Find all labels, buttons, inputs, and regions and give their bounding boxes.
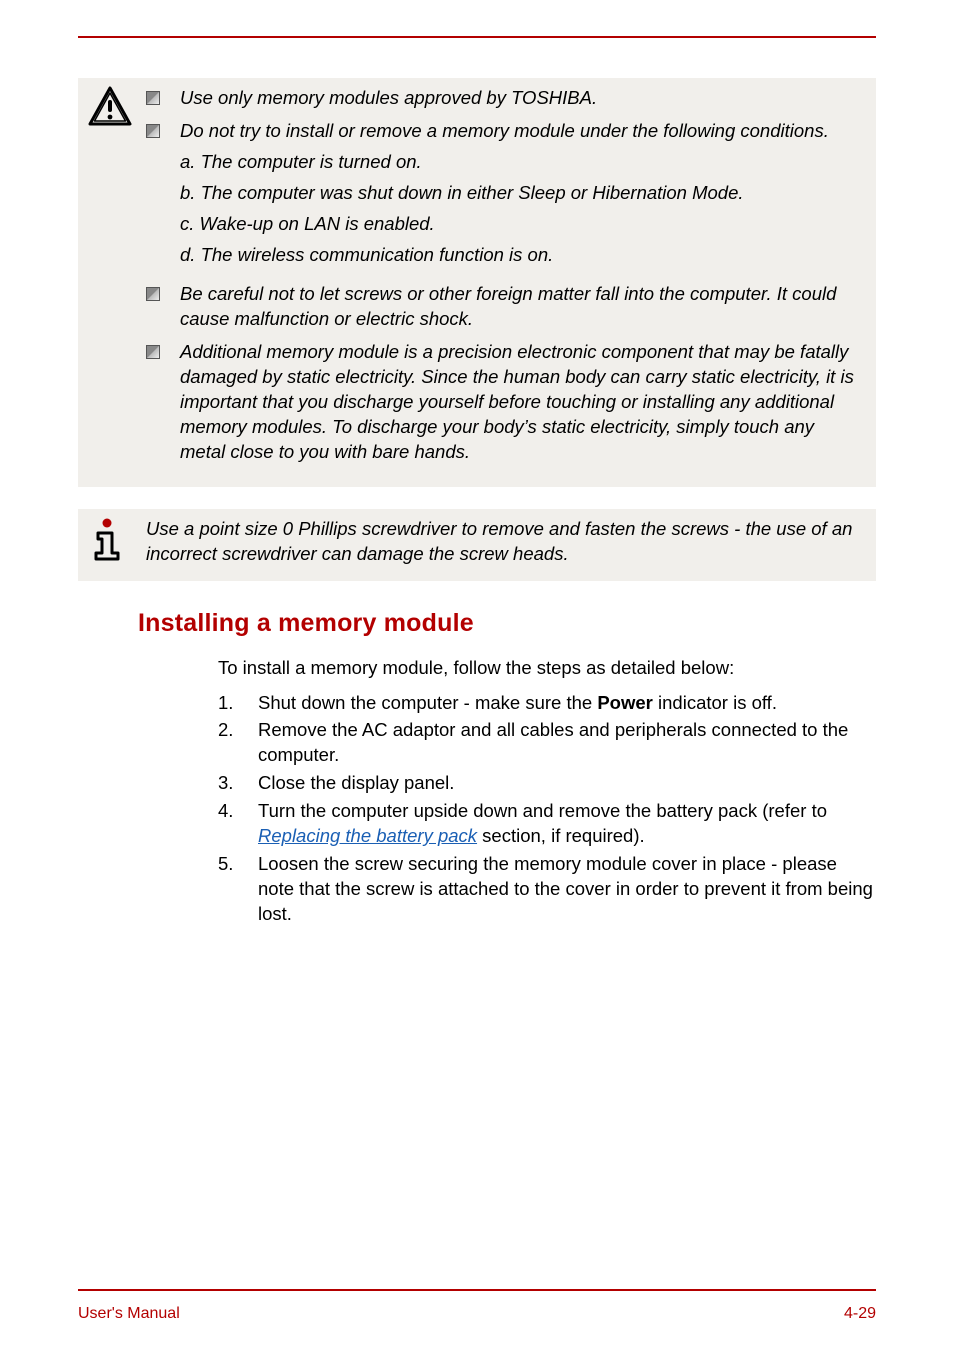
list-item: 5. Loosen the screw securing the memory … bbox=[218, 852, 876, 927]
bullet-square-icon bbox=[146, 287, 160, 301]
info-callout: Use a point size 0 Phillips screwdriver … bbox=[78, 509, 876, 581]
warning-bullet: Use only memory modules approved by TOSH… bbox=[146, 86, 860, 111]
page: Use only memory modules approved by TOSH… bbox=[0, 0, 954, 1345]
bullet-text-main: Do not try to install or remove a memory… bbox=[180, 120, 829, 141]
warning-bullet: Additional memory module is a precision … bbox=[146, 340, 860, 465]
step-text: Turn the computer upside down and remove… bbox=[258, 799, 876, 849]
warning-callout: Use only memory modules approved by TOSH… bbox=[78, 78, 876, 487]
warning-bullet: Do not try to install or remove a memory… bbox=[146, 119, 860, 274]
bullet-square-icon bbox=[146, 345, 160, 359]
step-bold: Power bbox=[597, 692, 653, 713]
section-heading: Installing a memory module bbox=[138, 609, 876, 638]
list-item: 1. Shut down the computer - make sure th… bbox=[218, 691, 876, 716]
footer-left: User's Manual bbox=[78, 1305, 180, 1323]
bullet-text: Do not try to install or remove a memory… bbox=[180, 119, 860, 274]
step-post: section, if required). bbox=[477, 825, 645, 846]
step-text: Loosen the screw securing the memory mod… bbox=[258, 852, 876, 927]
warning-content: Use only memory modules approved by TOSH… bbox=[146, 86, 866, 473]
bullet-text: Be careful not to let screws or other fo… bbox=[180, 282, 860, 332]
warning-bullet: Be careful not to let screws or other fo… bbox=[146, 282, 860, 332]
list-item: 4. Turn the computer upside down and rem… bbox=[218, 799, 876, 849]
step-post: indicator is off. bbox=[653, 692, 777, 713]
section-body: To install a memory module, follow the s… bbox=[218, 656, 876, 928]
step-number: 3. bbox=[218, 771, 258, 796]
bullet-square-icon bbox=[146, 124, 160, 138]
step-pre: Turn the computer upside down and remove… bbox=[258, 800, 827, 821]
step-text: Close the display panel. bbox=[258, 771, 876, 796]
warning-subitem: a. The computer is turned on. bbox=[180, 150, 860, 175]
warning-subitem: b. The computer was shut down in either … bbox=[180, 181, 860, 206]
warning-subitem: c. Wake-up on LAN is enabled. bbox=[180, 212, 860, 237]
list-item: 2. Remove the AC adaptor and all cables … bbox=[218, 718, 876, 768]
steps-list: 1. Shut down the computer - make sure th… bbox=[218, 691, 876, 928]
step-text: Remove the AC adaptor and all cables and… bbox=[258, 718, 876, 768]
bottom-rule bbox=[78, 1289, 876, 1291]
step-number: 4. bbox=[218, 799, 258, 849]
warning-subitem: d. The wireless communication function i… bbox=[180, 243, 860, 268]
section-intro: To install a memory module, follow the s… bbox=[218, 656, 876, 681]
top-rule bbox=[78, 36, 876, 38]
page-footer: User's Manual 4-29 bbox=[78, 1305, 876, 1323]
bullet-square-icon bbox=[146, 91, 160, 105]
step-number: 1. bbox=[218, 691, 258, 716]
step-text: Shut down the computer - make sure the P… bbox=[258, 691, 876, 716]
step-pre: Shut down the computer - make sure the bbox=[258, 692, 597, 713]
bullet-text: Additional memory module is a precision … bbox=[180, 340, 860, 465]
info-content: Use a point size 0 Phillips screwdriver … bbox=[146, 517, 866, 567]
list-item: 3. Close the display panel. bbox=[218, 771, 876, 796]
step-number: 5. bbox=[218, 852, 258, 927]
warning-icon bbox=[88, 86, 146, 126]
step-number: 2. bbox=[218, 718, 258, 768]
bullet-text: Use only memory modules approved by TOSH… bbox=[180, 86, 860, 111]
footer-right: 4-29 bbox=[844, 1305, 876, 1323]
replacing-battery-link[interactable]: Replacing the battery pack bbox=[258, 825, 477, 846]
info-icon bbox=[88, 517, 146, 561]
